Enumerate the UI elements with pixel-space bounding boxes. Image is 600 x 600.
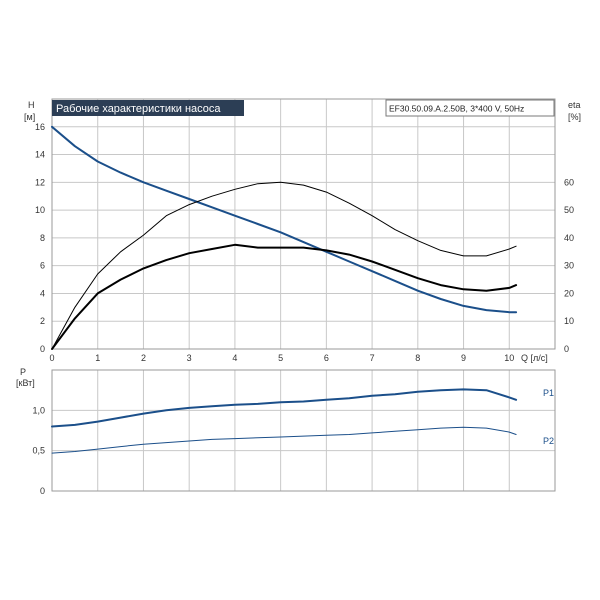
x-tick-label: 8	[415, 353, 420, 363]
x-tick-label: 0	[49, 353, 54, 363]
p-tick-label: 0	[40, 486, 45, 496]
y2-tick-label: 40	[564, 233, 574, 243]
y2-tick-label: 50	[564, 205, 574, 215]
y2-tick-label: 10	[564, 316, 574, 326]
x-tick-label: 3	[187, 353, 192, 363]
series-line-0	[51, 125, 518, 314]
y-tick-label: 4	[40, 288, 45, 298]
x-tick-label: 6	[324, 353, 329, 363]
bottom-plot-frame	[51, 369, 556, 492]
y-axis-label: H	[28, 100, 35, 110]
y2-tick-label: 60	[564, 177, 574, 187]
top-gridlines	[52, 98, 556, 349]
x-tick-label: 9	[461, 353, 466, 363]
series-label-p2: P2	[543, 436, 554, 446]
y-tick-label: 12	[35, 177, 45, 187]
p-tick-label: 1,0	[32, 405, 45, 415]
p-axis-label: P	[20, 367, 26, 377]
bottom-series-group	[51, 388, 518, 454]
y-tick-label: 16	[35, 122, 45, 132]
x-tick-label: 5	[278, 353, 283, 363]
chart-title: Рабочие характеристики насоса	[56, 103, 221, 115]
p-axis-unit: [кВт]	[16, 378, 35, 388]
series-line-2	[51, 181, 517, 350]
chart-subtitle: EF30.50.09.A.2.50B, 3*400 V, 50Hz	[389, 104, 524, 114]
series-label-p1: P1	[543, 388, 554, 398]
top-plot-frame	[51, 98, 556, 350]
y2-tick-label: 20	[564, 288, 574, 298]
series-line-p2	[51, 426, 517, 454]
subtitle-box	[385, 99, 555, 117]
y2-tick-label: 0	[564, 344, 569, 354]
bottom-tick-labels: 0 0,5 1,0	[32, 405, 45, 496]
y-tick-label: 6	[40, 261, 45, 271]
y2-axis-unit: [%]	[568, 112, 581, 122]
y2-tick-label: 30	[564, 261, 574, 271]
y-axis-unit: [м]	[24, 112, 35, 122]
title-box	[52, 100, 244, 116]
y2-axis-label: eta	[568, 100, 581, 110]
x-tick-label: 2	[141, 353, 146, 363]
bottom-frame	[51, 369, 556, 492]
y-tick-label: 8	[40, 233, 45, 243]
y-tick-label: 14	[35, 150, 45, 160]
top-frame	[51, 98, 556, 350]
series-line-1	[51, 243, 518, 350]
series-line-p1	[51, 388, 518, 428]
top-series-group	[51, 125, 518, 350]
x-tick-label: 10	[504, 353, 514, 363]
y-tick-label: 0	[40, 344, 45, 354]
x-tick-label: 4	[232, 353, 237, 363]
y-tick-label: 10	[35, 205, 45, 215]
x-tick-label: 1	[95, 353, 100, 363]
x-tick-label: 7	[370, 353, 375, 363]
y-tick-label: 2	[40, 316, 45, 326]
p-tick-label: 0,5	[32, 446, 45, 456]
x-axis-label: Q [л/с]	[521, 353, 548, 363]
bottom-gridlines	[52, 369, 556, 491]
